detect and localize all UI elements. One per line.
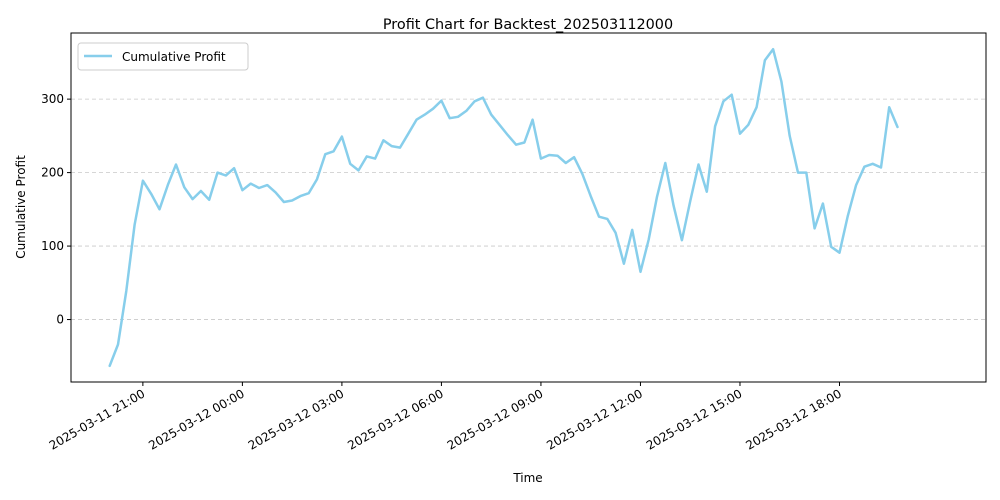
y-tick-label: 0	[56, 313, 64, 327]
legend-label: Cumulative Profit	[122, 50, 226, 64]
y-axis-title: Cumulative Profit	[14, 155, 28, 259]
x-axis-title: Time	[512, 471, 542, 485]
y-tick-label: 300	[41, 92, 64, 106]
chart-title: Profit Chart for Backtest_202503112000	[383, 17, 673, 33]
series-line-cumulative-profit	[108, 47, 899, 368]
y-axis: 0 100 200 300	[41, 92, 71, 327]
series-layer	[108, 47, 899, 368]
y-tick-label: 100	[41, 239, 64, 253]
plot-frame	[70, 32, 987, 383]
legend-box	[77, 42, 249, 71]
grid-layer	[71, 98, 986, 320]
y-tick-label: 200	[41, 166, 64, 180]
legend: Cumulative Profit	[77, 42, 249, 71]
